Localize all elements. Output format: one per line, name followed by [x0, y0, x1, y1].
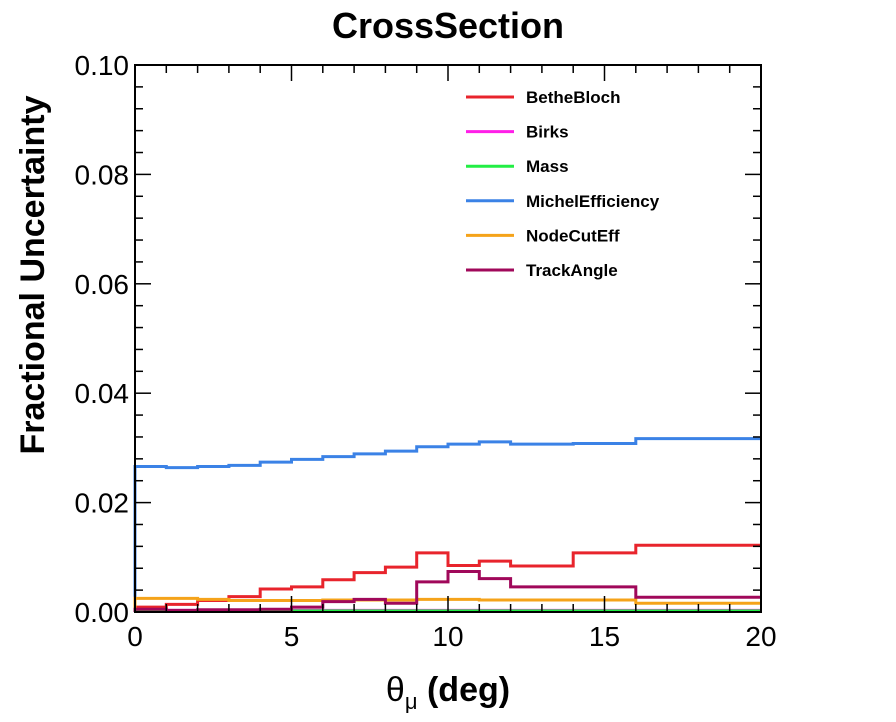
y-tick-label: 0.06	[75, 269, 130, 300]
plot-frame	[134, 64, 762, 613]
x-tick-label: 10	[432, 621, 463, 652]
x-axis-unit: (deg)	[418, 671, 511, 709]
legend-label-mass: Mass	[526, 157, 569, 176]
x-tick-label: 15	[589, 621, 620, 652]
y-tick-label: 0.00	[75, 597, 130, 628]
legend-label-michelefficiency: MichelEfficiency	[526, 192, 660, 211]
series-michelefficiency-line	[133, 437, 761, 612]
legend: BetheBloch Birks Mass MichelEfficiency NodeC…	[466, 88, 660, 280]
y-axis-title: Fractional Uncertainty	[14, 95, 52, 454]
axes-layer	[134, 64, 762, 613]
legend-label-birks: Birks	[526, 123, 569, 142]
y-tick-label: 0.02	[75, 488, 130, 519]
y-tick-label: 0.10	[75, 50, 130, 81]
legend-label-bethebloch: BetheBloch	[526, 88, 620, 107]
chart-title: CrossSection	[332, 5, 564, 46]
x-axis-title: θμ (deg)	[386, 671, 510, 714]
legend-label-trackangle: TrackAngle	[526, 261, 618, 280]
legend-label-nodecuteff: NodeCutEff	[526, 226, 620, 245]
x-axis-symbol: θ	[386, 671, 405, 709]
x-tick-label: 20	[745, 621, 776, 652]
ticks-layer: 0 5 10 15 20 0.00 0.02 0.04 0.06 0.08 0.10	[75, 50, 777, 652]
x-tick-label: 0	[127, 621, 143, 652]
y-tick-label: 0.08	[75, 159, 130, 190]
x-axis-subscript: μ	[405, 689, 418, 714]
y-tick-label: 0.04	[75, 378, 130, 409]
x-tick-label: 5	[284, 621, 300, 652]
series-layer	[133, 437, 761, 613]
